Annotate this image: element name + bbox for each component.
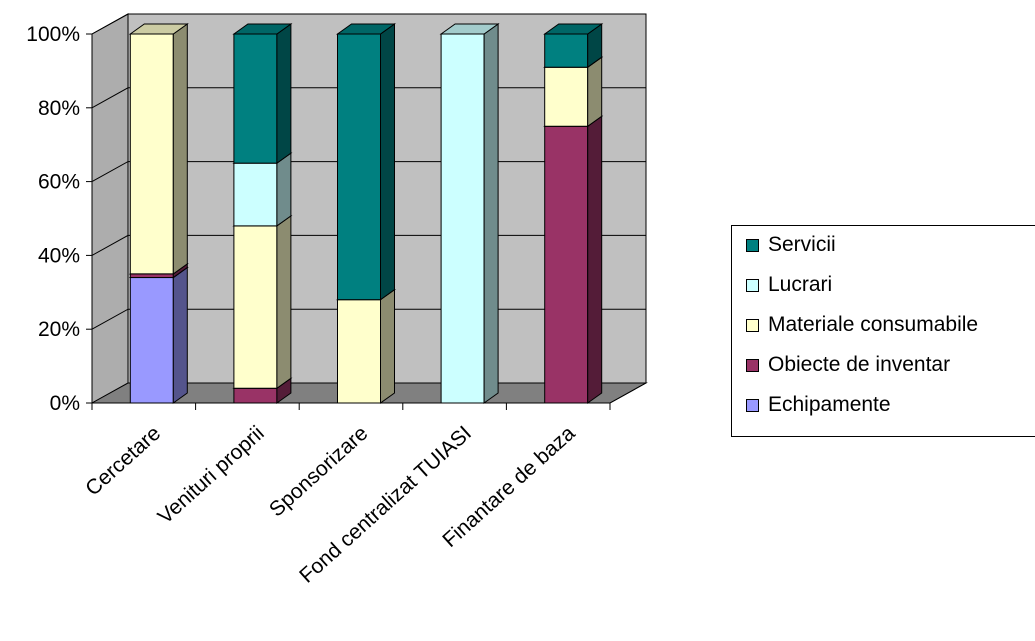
bar-front-face (440, 33, 485, 404)
bar-side-face (380, 23, 395, 301)
bar-top-face (335, 23, 397, 35)
bar-segment (128, 23, 189, 275)
bar-side-face (276, 152, 292, 227)
bars (128, 23, 604, 404)
y-tick-label: 40% (38, 244, 80, 267)
bar-segment (128, 266, 189, 404)
bar-top-face (543, 23, 604, 35)
legend: Servicii Lucrari Materiale consumabile Obie… (731, 225, 1035, 437)
legend-item: Obiecte de inventar (746, 352, 950, 378)
bar-front-face (233, 387, 278, 404)
bar-side-face (483, 23, 499, 404)
bar-segment (232, 23, 293, 165)
y-tick-label: 100% (26, 23, 80, 46)
y-tick-label: 60% (38, 171, 80, 194)
bar-segment (335, 288, 397, 404)
legend-label: Servicii (768, 233, 836, 256)
legend-label: Materiale consumabile (768, 313, 979, 336)
bar-segment (232, 214, 293, 390)
legend-item: Servicii (746, 232, 836, 258)
bar-front-face (337, 33, 381, 301)
bar-front-face (129, 277, 174, 404)
bar-segment (232, 152, 293, 227)
bar-front-face (233, 33, 278, 164)
bar-side-face (380, 288, 395, 404)
x-category-label: Venituri proprii (154, 422, 269, 529)
y-tick-label: 80% (38, 97, 80, 120)
legend-item: Lucrari (746, 272, 832, 298)
bar-front-face (544, 66, 589, 127)
bar-top-face (232, 23, 293, 35)
legend-label: Lucrari (768, 273, 833, 296)
legend-swatch (746, 318, 759, 332)
bar-front-face (129, 273, 174, 279)
bar-front-face (544, 33, 589, 68)
y-axis-tick-labels: 0% 20% 40% 60% 80% 100% (26, 23, 80, 415)
bar-segment (543, 115, 604, 404)
bar-side-face (276, 23, 292, 165)
y-tick-label: 20% (38, 318, 80, 341)
bar-front-face (544, 125, 589, 404)
legend-item: Materiale consumabile (746, 312, 978, 338)
bar-front-face (233, 162, 278, 227)
bar-front-face (233, 225, 278, 389)
legend-swatch (746, 238, 759, 252)
bar-side-face (587, 56, 603, 128)
x-category-label: Sponsorizare (265, 422, 372, 522)
bar-side-face (172, 23, 188, 275)
legend-swatch (746, 278, 759, 292)
floor-edge (609, 382, 647, 404)
bar-segment (439, 23, 500, 404)
legend-label: Echipamente (768, 393, 891, 416)
legend-swatch (746, 398, 759, 412)
axes (86, 33, 647, 410)
bar-side-face (276, 214, 292, 390)
bar-side-face (587, 115, 603, 404)
x-category-label: Cercetare (81, 422, 165, 501)
x-category-label: Fond centralizat TUIASI (295, 422, 476, 588)
gridline (91, 13, 646, 35)
side-wall (91, 13, 129, 404)
legend-label: Obiecte de inventar (768, 353, 951, 376)
bar-front-face (129, 33, 174, 275)
bar-segment (335, 23, 397, 301)
bar-side-face (172, 266, 188, 404)
legend-item: Echipamente (746, 392, 891, 418)
bar-front-face (337, 299, 381, 404)
bar-top-face (439, 23, 500, 35)
bar-top-face (128, 23, 189, 35)
legend-swatch (746, 358, 759, 372)
y-tick-label: 0% (50, 392, 80, 415)
bar-segment (543, 23, 604, 69)
